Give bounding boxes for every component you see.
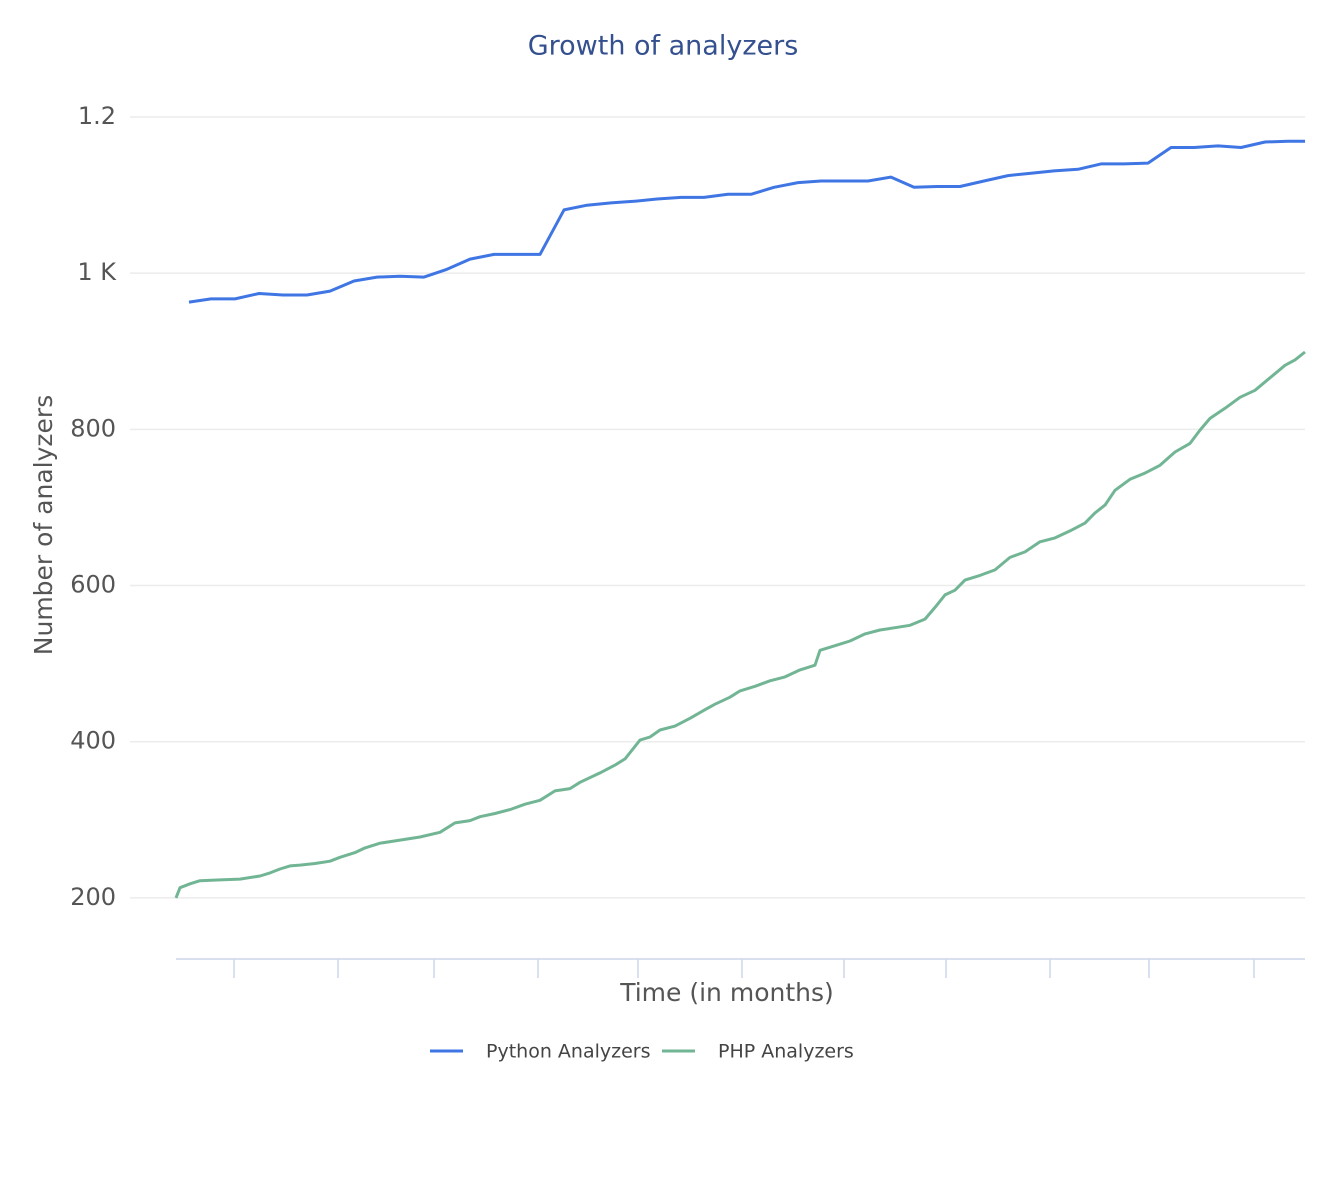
legend-label: Python Analyzers [486, 1041, 650, 1063]
y-tick-label: 1.2 [78, 102, 116, 130]
y-tick-label: 1 K [77, 258, 117, 286]
y-tick-label: 800 [70, 414, 116, 442]
y-tick-label: 200 [70, 883, 116, 911]
y-tick-label: 400 [70, 727, 116, 755]
line [174, 350, 1306, 899]
x-axis-label: Time (in months) [619, 978, 834, 1007]
y-axis-label: Number of analyzers [29, 395, 58, 655]
legend-label: PHP Analyzers [718, 1041, 854, 1063]
line [188, 139, 1305, 304]
x-axis [176, 958, 1305, 978]
y-tick-label: 600 [70, 571, 116, 599]
chart-title: Growth of analyzers [528, 31, 799, 62]
